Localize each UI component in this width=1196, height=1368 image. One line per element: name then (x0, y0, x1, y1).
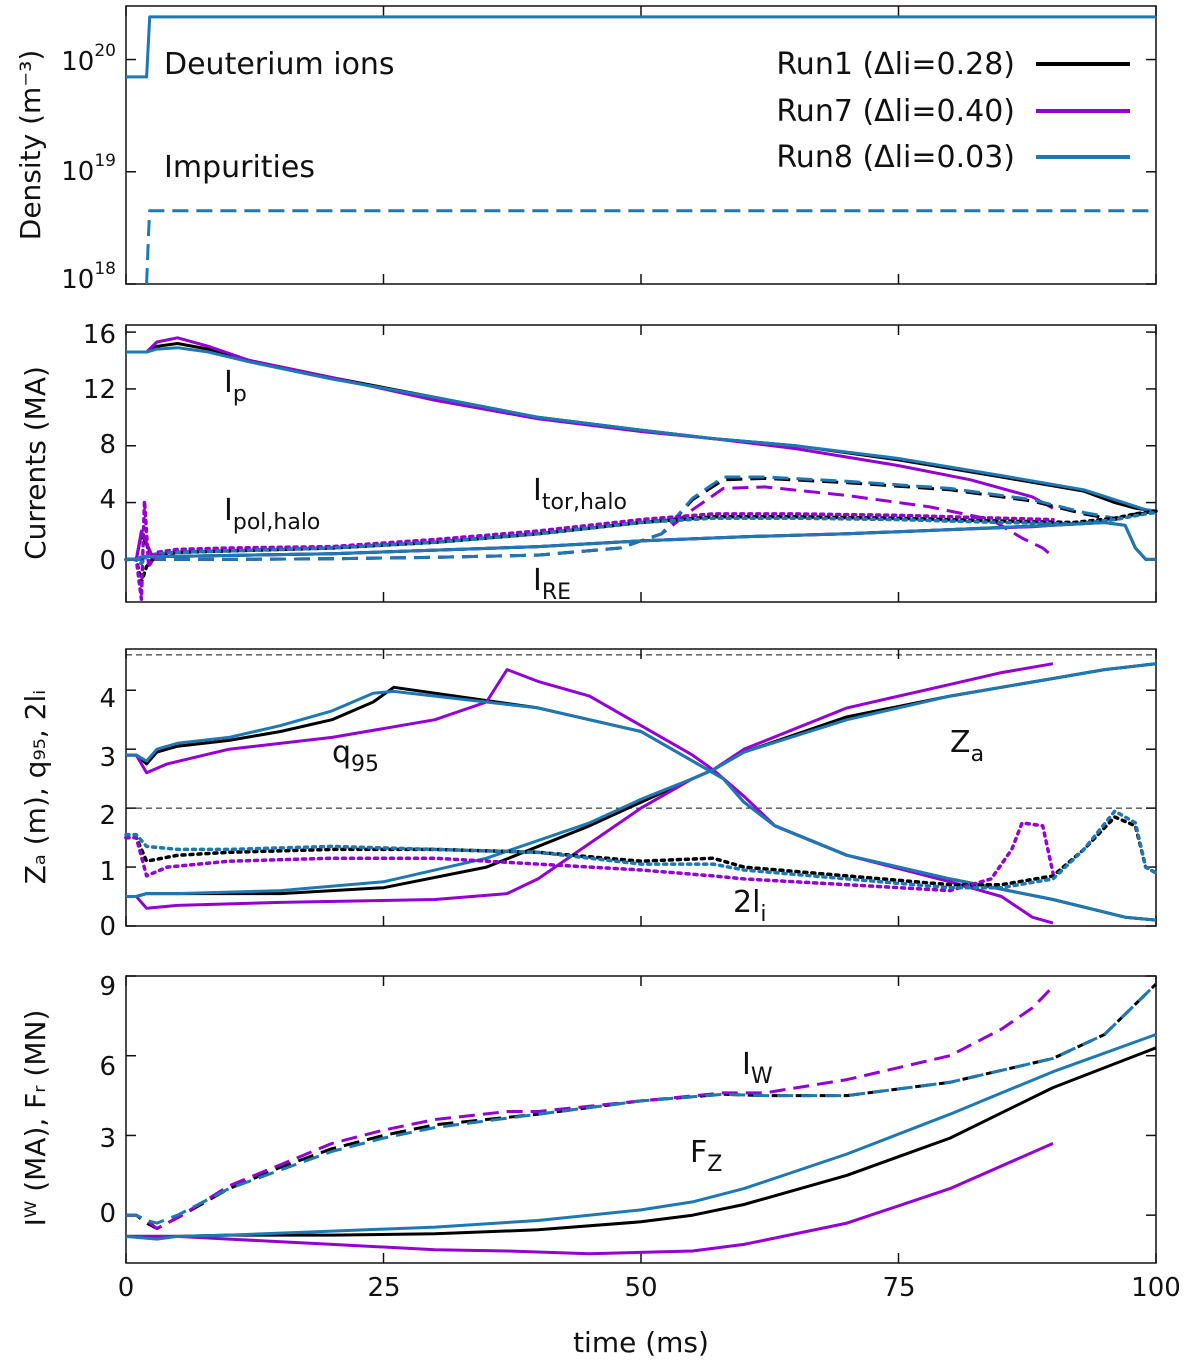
annotation-fz: FZ (690, 1135, 722, 1177)
annotation-deuterium-ions: Deuterium ions (164, 47, 395, 82)
series-impurities-all-runs- (145, 209, 1156, 285)
xaxis-title: time (ms) (573, 1326, 709, 1359)
geometry-ytick-3: 3 (99, 743, 116, 773)
series-2li-run7 (124, 821, 1055, 893)
legend-label-run8: Run8 (Δli=0.03) (776, 140, 1015, 175)
forces-panel-frame (125, 975, 1157, 1264)
geometry-ytick-1: 1 (99, 857, 116, 887)
legend: Run1 (Δli=0.28) Run7 (Δli=0.40) Run8 (Δl… (776, 47, 1130, 175)
currents-ytick-8: 8 (99, 430, 116, 460)
forces-ytick-3: 3 (99, 1124, 116, 1154)
legend-label-run1: Run1 (Δli=0.28) (776, 47, 1015, 82)
density-ytick-1e18: 1018 (61, 259, 116, 295)
forces-ytick-6: 6 (99, 1052, 116, 1082)
series-itor-halo-run8 (126, 475, 1157, 561)
series-2li-run1 (124, 815, 1158, 887)
annotation-ip: Ip (224, 365, 247, 407)
currents-ytick-12: 12 (83, 375, 116, 405)
annotation-ire: IRE (533, 563, 571, 605)
currents-ytick-0: 0 (99, 546, 116, 576)
series-fz-run8 (125, 1033, 1157, 1241)
series-ip-run8 (126, 346, 1157, 513)
annotation-ipol-halo: Ipol,halo (224, 493, 320, 535)
series-iw-run8 (126, 982, 1158, 1225)
legend-label-run7: Run7 (Δli=0.40) (776, 94, 1015, 129)
geometry-ylabel: Zₐ (m), q₉₅, 2lᵢ (19, 690, 52, 885)
geometry-panel-frame (125, 648, 1157, 927)
annotation-iw: IW (742, 1047, 773, 1089)
xtick-75: 75 (882, 1273, 915, 1303)
geometry-ytick-0: 0 (99, 912, 116, 942)
series-fz-run7 (126, 1142, 1054, 1256)
series-q95-run7 (126, 668, 1054, 925)
annotation-q95: q95 (332, 735, 379, 777)
annotation-itor-halo: Itor,halo (533, 473, 627, 515)
density-ytick-1e19: 1019 (61, 151, 116, 187)
series-deuterium-ions-all-runs- (126, 15, 1156, 79)
series-iw-run7 (126, 985, 1055, 1230)
forces-ytick-9: 9 (99, 972, 116, 1002)
series-za-run8 (126, 662, 1157, 898)
xtick-100: 100 (1131, 1273, 1181, 1303)
geometry-ytick-4: 4 (99, 684, 116, 714)
series-fz-run1 (126, 1046, 1157, 1238)
forces-ylabel: Iᵂ (MA), Fᵣ (MN) (19, 1010, 52, 1227)
series-q95-run8 (126, 689, 1157, 922)
currents-ytick-16: 16 (83, 320, 116, 350)
geometry-ytick-2: 2 (99, 801, 116, 831)
xtick-0: 0 (118, 1273, 135, 1303)
forces-ytick-0: 0 (99, 1199, 116, 1229)
currents-ylabel: Currents (MA) (19, 366, 52, 560)
annotation-2li: 2li (733, 885, 767, 927)
xtick-25: 25 (367, 1273, 400, 1303)
series-za-run7 (126, 662, 1054, 910)
series-ire-run8 (126, 521, 1156, 561)
series-ip-run7 (126, 336, 1054, 510)
density-ylabel: Density (m⁻³) (14, 50, 47, 240)
xtick-50: 50 (624, 1273, 657, 1303)
annotation-impurities: Impurities (164, 150, 315, 185)
series-2li-run8 (124, 809, 1158, 890)
currents-ytick-4: 4 (99, 485, 116, 515)
annotation-za: Za (950, 725, 984, 767)
density-ytick-1e20: 1020 (61, 41, 116, 77)
series-iw-run1 (126, 982, 1158, 1230)
